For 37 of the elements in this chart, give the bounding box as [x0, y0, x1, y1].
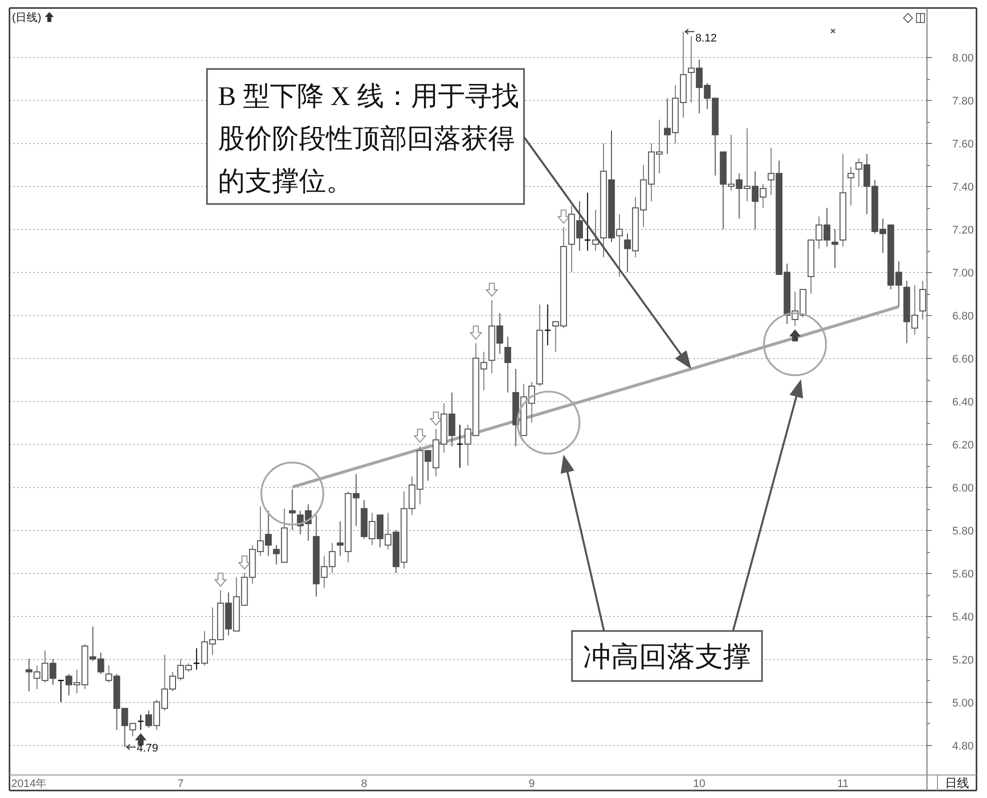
y-tick-label: 8.00 [952, 52, 974, 64]
candlestick [137, 714, 144, 730]
y-tick-label: 5.60 [952, 568, 974, 580]
candlestick [504, 336, 512, 394]
x-tick-label: 7 [178, 778, 184, 790]
y-tick-label: 7.20 [952, 224, 974, 236]
y-tick-label: 7.60 [952, 138, 974, 150]
annotation: 冲高回落支撑 [583, 642, 751, 673]
y-tick-label: 5.40 [952, 612, 974, 624]
chart-title: (日线) [12, 11, 42, 24]
y-tick-label: 7.80 [952, 96, 974, 108]
y-tick-label: 6.80 [952, 310, 974, 322]
candlestick [848, 166, 854, 206]
y-tick-label: 7.00 [952, 268, 974, 280]
candlestick [832, 228, 838, 268]
y-tick-label: 5.80 [952, 526, 974, 538]
text: 日线 [945, 776, 969, 790]
annotation: B 型下降 X 线：用于寻找股价阶段性顶部回落获得的支撑位。 [218, 81, 519, 196]
y-tick-label: 5.00 [952, 698, 974, 710]
candlestick [592, 209, 599, 252]
annotation: 4.79 [136, 742, 158, 755]
x-tick-label: 11 [837, 778, 849, 790]
y-tick-label: 6.20 [952, 440, 974, 452]
candlestick [544, 304, 552, 346]
y-tick-label: 4.80 [952, 740, 974, 752]
y-tick-label: 6.60 [952, 354, 974, 366]
y-tick-label: 7.40 [952, 182, 974, 194]
candlestick [193, 648, 200, 670]
y-tick-label: 6.40 [952, 396, 974, 408]
x-tick-label: 8 [361, 778, 368, 790]
candlestick [288, 488, 296, 531]
annotation: 8.12 [695, 32, 717, 45]
x-tick-label: 9 [528, 778, 535, 790]
y-tick-label: 6.00 [952, 482, 974, 494]
x-tick-label: 10 [693, 778, 706, 790]
x-tick-label: 2014年 [11, 778, 47, 790]
y-tick-label: 5.20 [952, 654, 974, 666]
